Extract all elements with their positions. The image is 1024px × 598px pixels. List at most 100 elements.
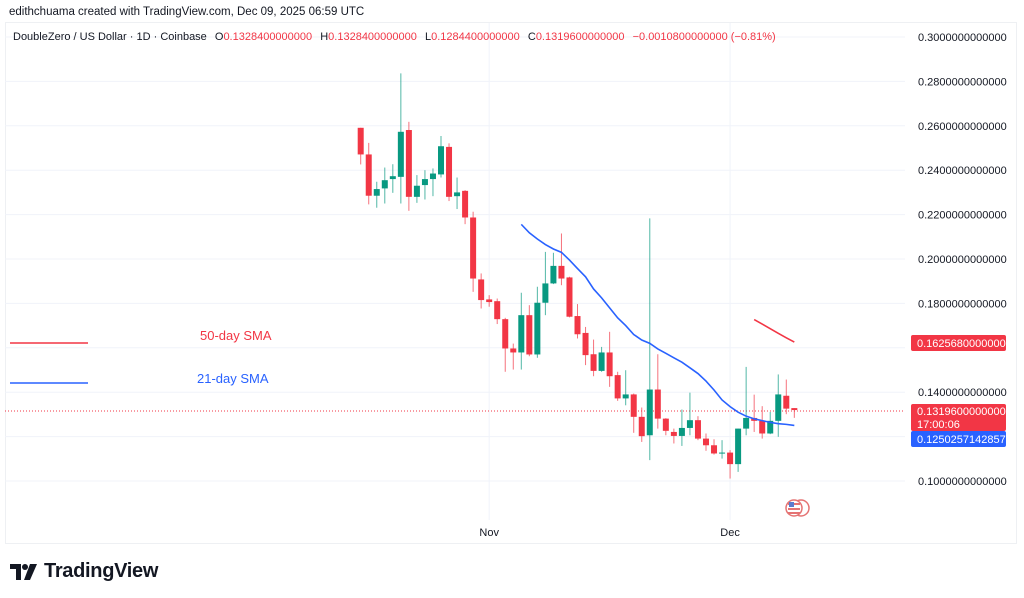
sma21-line — [520, 223, 795, 427]
y-tick-label: 0.1000000000000 — [918, 476, 1007, 488]
y-tick-label: 0.2600000000000 — [918, 121, 1007, 133]
candle-body — [686, 420, 693, 428]
candle-body — [405, 130, 412, 197]
candle — [759, 406, 766, 439]
candle-body — [373, 189, 380, 196]
candle-body — [526, 315, 533, 355]
sma50-line — [753, 318, 795, 343]
candle — [775, 374, 782, 437]
legend-sma50: 50-day SMA — [200, 328, 272, 343]
candle-body — [694, 420, 701, 439]
candle — [622, 370, 629, 406]
candle — [694, 416, 701, 441]
y-tick-label: 0.1400000000000 — [918, 387, 1007, 399]
candle — [558, 233, 565, 286]
candle-body — [494, 301, 501, 320]
candle — [365, 142, 372, 205]
svg-text:0.1250257142857: 0.1250257142857 — [917, 434, 1006, 446]
candle — [614, 371, 621, 401]
candle-body — [397, 131, 404, 177]
candle-body — [759, 420, 766, 434]
low-value: 0.1284400000000 — [431, 31, 520, 43]
x-tick-label: Dec — [720, 527, 740, 539]
candle-body — [622, 394, 629, 399]
open-value: 0.1328400000000 — [223, 31, 313, 43]
candle — [751, 394, 758, 432]
candle-body — [606, 352, 613, 377]
price-label-sma50: 0.1625680000000 — [911, 335, 1006, 351]
candle-body — [646, 389, 653, 436]
candle — [654, 354, 661, 429]
candle — [678, 409, 685, 446]
x-tick-label: Nov — [479, 527, 499, 539]
candle — [389, 164, 396, 193]
candle-body — [566, 277, 573, 317]
countdown: 17:00:06 — [917, 419, 960, 431]
candle-body — [486, 299, 493, 303]
candle — [446, 143, 453, 202]
candle-body — [630, 394, 637, 417]
price-label-sma21: 0.1250257142857 — [911, 431, 1006, 447]
svg-text:0.1319600000000: 0.1319600000000 — [917, 406, 1006, 418]
candle-body — [735, 428, 742, 465]
candles — [357, 73, 798, 479]
candle-body — [510, 348, 517, 353]
us-flag-icon[interactable] — [785, 499, 810, 517]
x-axis: Nov Dec — [479, 527, 740, 539]
candle-body — [743, 417, 750, 429]
candle — [590, 339, 597, 377]
candle-body — [638, 416, 645, 437]
candle — [727, 450, 734, 479]
candle — [574, 304, 581, 339]
y-tick-label: 0.2000000000000 — [918, 254, 1007, 266]
candle — [381, 167, 388, 204]
y-tick-label: 0.2800000000000 — [918, 76, 1007, 88]
candle — [413, 175, 420, 203]
candle — [405, 121, 412, 211]
symbol-header: DoubleZero / US Dollar · 1D · Coinbase O… — [13, 31, 776, 43]
candle-body — [590, 354, 597, 371]
candle — [438, 136, 444, 178]
candle-body — [470, 217, 477, 279]
candle-body — [429, 173, 436, 180]
y-axis: 0.3000000000000 0.2800000000000 0.26000000… — [918, 32, 1007, 488]
candle — [686, 392, 693, 436]
candle-body — [574, 316, 581, 335]
grid — [5, 23, 905, 520]
candle — [470, 211, 477, 292]
candle-body — [654, 389, 661, 419]
tradingview-logo-icon — [10, 563, 37, 580]
high-value: 0.1328400000000 — [328, 31, 417, 43]
candle — [510, 343, 517, 370]
candle — [357, 127, 364, 165]
candle-body — [670, 431, 677, 436]
candle — [598, 346, 605, 372]
y-tick-label: 0.1800000000000 — [918, 298, 1007, 310]
y-tick-label: 0.2400000000000 — [918, 165, 1007, 177]
candle — [454, 177, 461, 210]
candle — [783, 379, 790, 415]
candle — [526, 305, 533, 357]
change-value: −0.0010800000000 (−0.81%) — [632, 31, 776, 43]
candle-body — [413, 185, 420, 197]
candle-body — [711, 445, 718, 454]
tradingview-logo[interactable]: TradingView — [10, 560, 158, 583]
candle — [646, 218, 653, 461]
price-label-last: 0.1319600000000 17:00:06 — [911, 404, 1006, 431]
candle-body — [767, 420, 774, 434]
candle-body — [791, 408, 798, 411]
candle — [478, 273, 485, 309]
candle-body — [462, 190, 469, 218]
candle-body — [719, 452, 726, 454]
close-value: 0.1319600000000 — [535, 31, 625, 43]
candle — [373, 181, 380, 208]
candle-body — [446, 146, 453, 197]
candle — [630, 393, 637, 433]
candle-body — [502, 319, 509, 349]
candle — [638, 407, 645, 442]
candle-body — [702, 438, 709, 446]
candle-body — [454, 192, 461, 197]
candle — [702, 433, 709, 451]
candle — [494, 298, 501, 325]
